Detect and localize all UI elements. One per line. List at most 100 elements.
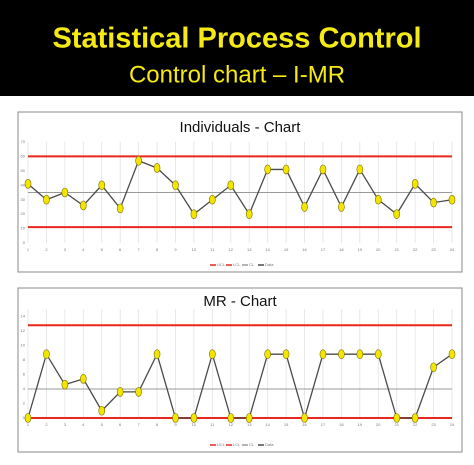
x-tick-label: 17 bbox=[321, 422, 326, 427]
data-point bbox=[190, 413, 198, 423]
x-tick-label: 18 bbox=[339, 247, 344, 252]
x-tick-label: 2 bbox=[45, 247, 48, 252]
x-tick-label: 10 bbox=[192, 422, 197, 427]
data-point bbox=[411, 413, 419, 423]
data-point bbox=[301, 202, 308, 212]
x-tick-label: 2 bbox=[45, 422, 48, 427]
x-tick-label: 12 bbox=[229, 422, 234, 427]
x-tick-label: 1 bbox=[27, 247, 30, 252]
x-tick-label: 3 bbox=[64, 247, 67, 252]
data-point bbox=[153, 349, 161, 360]
x-tick-label: 4 bbox=[82, 247, 85, 252]
data-line bbox=[27, 351, 453, 421]
x-tick-label: 13 bbox=[247, 422, 252, 427]
y-tick-label: 70 bbox=[21, 139, 26, 144]
data-point bbox=[227, 180, 235, 191]
data-point bbox=[135, 387, 142, 397]
data-point bbox=[393, 413, 400, 423]
x-tick-label: 16 bbox=[302, 422, 307, 427]
data-point bbox=[172, 180, 179, 191]
data-point bbox=[209, 349, 216, 360]
data-point bbox=[61, 379, 69, 390]
y-tick-label: 20 bbox=[21, 211, 26, 216]
y-tick-label: 0 bbox=[23, 240, 26, 245]
data-point bbox=[338, 202, 345, 212]
x-tick-label: 19 bbox=[358, 422, 363, 427]
x-tick-label: 4 bbox=[82, 422, 85, 427]
y-tick-label: 12 bbox=[21, 328, 26, 333]
x-tick-label: 24 bbox=[450, 422, 455, 427]
data-point bbox=[319, 349, 327, 360]
data-point bbox=[172, 413, 179, 423]
chart-title: Individuals - Chart bbox=[180, 119, 302, 136]
data-point bbox=[245, 413, 253, 423]
x-tick-label: 5 bbox=[101, 247, 104, 252]
y-tick-label: 40 bbox=[21, 182, 26, 187]
data-point bbox=[374, 349, 382, 360]
y-tick-label: 30 bbox=[21, 197, 26, 202]
y-tick-label: 50 bbox=[21, 168, 26, 173]
data-point bbox=[356, 349, 364, 360]
data-point bbox=[448, 194, 456, 205]
legend-label: Data bbox=[265, 262, 274, 267]
x-tick-label: 23 bbox=[431, 422, 436, 427]
data-point bbox=[43, 194, 50, 205]
y-tick-label: 60 bbox=[21, 153, 26, 158]
y-tick-label: 10 bbox=[21, 343, 26, 348]
x-tick-label: 9 bbox=[174, 247, 177, 252]
x-tick-label: 11 bbox=[210, 247, 215, 252]
data-point bbox=[98, 180, 106, 191]
data-point bbox=[227, 413, 235, 423]
data-point bbox=[116, 203, 124, 214]
x-tick-label: 10 bbox=[192, 247, 197, 252]
x-tick-label: 23 bbox=[431, 247, 436, 252]
chart-title: MR - Chart bbox=[203, 293, 277, 310]
x-tick-label: 20 bbox=[376, 247, 381, 252]
x-tick-label: 20 bbox=[376, 422, 381, 427]
x-tick-label: 1 bbox=[27, 422, 30, 427]
x-tick-label: 18 bbox=[339, 422, 344, 427]
y-tick-label: 8 bbox=[23, 357, 26, 362]
data-point bbox=[98, 405, 106, 416]
data-line bbox=[27, 159, 453, 216]
x-tick-label: 14 bbox=[265, 247, 270, 252]
x-tick-label: 22 bbox=[413, 247, 418, 252]
page-subtitle: Control chart – I-MR bbox=[129, 61, 345, 88]
y-tick-label: 6 bbox=[23, 372, 26, 377]
data-point bbox=[43, 349, 50, 360]
legend-label: LCL bbox=[233, 262, 241, 267]
data-point bbox=[393, 209, 400, 219]
data-point bbox=[430, 362, 437, 373]
x-tick-label: 19 bbox=[358, 247, 363, 252]
data-point bbox=[301, 413, 308, 423]
legend-label: Data bbox=[265, 442, 274, 447]
x-tick-label: 21 bbox=[394, 422, 399, 427]
data-point bbox=[153, 163, 161, 173]
x-tick-label: 6 bbox=[119, 247, 122, 252]
x-tick-label: 15 bbox=[284, 247, 289, 252]
data-point bbox=[338, 349, 345, 360]
x-tick-label: 7 bbox=[137, 247, 140, 252]
data-point bbox=[264, 164, 271, 175]
x-tick-label: 24 bbox=[450, 247, 455, 252]
x-tick-label: 14 bbox=[265, 422, 270, 427]
data-point bbox=[411, 179, 419, 189]
data-point bbox=[61, 187, 69, 198]
data-point bbox=[24, 413, 32, 423]
data-point bbox=[135, 155, 142, 166]
x-tick-label: 13 bbox=[247, 247, 252, 252]
x-tick-label: 21 bbox=[394, 247, 399, 252]
data-point bbox=[356, 164, 364, 175]
data-point bbox=[80, 200, 87, 211]
x-tick-label: 6 bbox=[119, 422, 122, 427]
y-tick-label: 4 bbox=[23, 386, 26, 391]
data-point bbox=[190, 209, 198, 219]
page-title: Statistical Process Control bbox=[52, 23, 421, 55]
data-point bbox=[80, 374, 87, 384]
legend-label: UCL bbox=[217, 442, 226, 447]
x-tick-label: 12 bbox=[229, 247, 234, 252]
x-tick-label: 7 bbox=[137, 422, 140, 427]
x-tick-label: 17 bbox=[321, 247, 326, 252]
x-tick-label: 16 bbox=[302, 247, 307, 252]
